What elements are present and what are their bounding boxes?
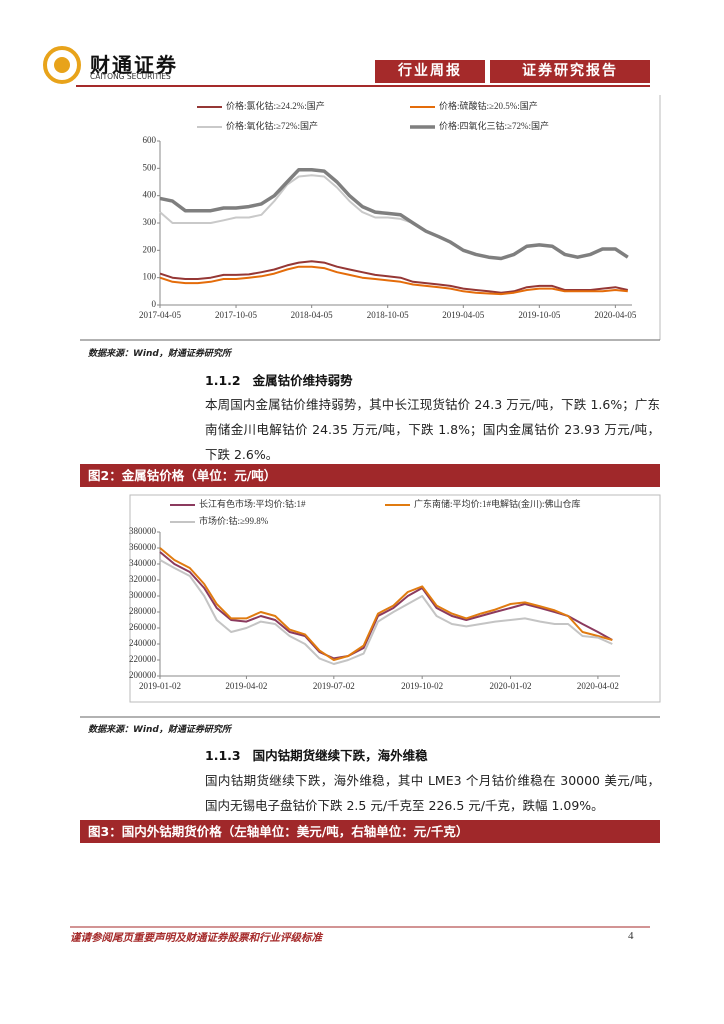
x-tick-label: 2018-04-05 [291, 310, 333, 320]
legend-label: 广东南储:平均价:1#电解钴(金川):佛山仓库 [414, 498, 581, 509]
x-tick-label: 2020-04-02 [577, 681, 619, 691]
series-line [159, 260, 629, 294]
legend-label: 价格:氧化钴:≥72%:国产 [226, 120, 318, 131]
y-tick-label: 100 [143, 272, 157, 282]
x-tick-label: 2017-04-05 [139, 310, 181, 320]
x-tick-label: 2020-01-02 [490, 681, 532, 691]
source: 数据来源：Wind，财通证券研究所 [88, 725, 231, 735]
brand: 财通证券 [90, 53, 178, 77]
y-tick-label: 600 [143, 135, 157, 145]
section-heading: 1.1.3 国内钴期货继续下跌，海外维稳 [205, 745, 440, 764]
x-tick-label: 2019-10-05 [518, 310, 560, 320]
y-tick-label: 500 [143, 162, 157, 172]
series-line [159, 547, 613, 661]
series-line [159, 265, 628, 296]
y-tick-label: 200 [143, 244, 157, 254]
y-tick-label: 400 [143, 190, 157, 200]
series-line [159, 551, 613, 660]
y-tick-label: 300000 [129, 590, 157, 600]
x-tick-label: 2020-04-05 [594, 310, 636, 320]
x-tick-label: 2019-10-02 [401, 681, 443, 691]
legend-label: 价格:四氧化三钴:≥72%:国产 [439, 120, 549, 131]
source: 数据来源：Wind，财通证券研究所 [88, 349, 231, 359]
logo-core [54, 57, 70, 73]
y-tick-label: 200000 [129, 670, 157, 680]
y-tick-label: 240000 [129, 638, 157, 648]
y-tick-label: 300 [143, 217, 157, 227]
report-tag: 证券研究报告 [490, 60, 650, 83]
y-tick-label: 220000 [129, 654, 157, 664]
y-tick-label: 360000 [129, 542, 157, 552]
paragraph: 国内钴期货继续下跌，海外维稳，其中 LME3 个月钴价维稳在 30000 美元/… [205, 773, 660, 813]
x-tick-label: 2019-01-02 [139, 681, 181, 691]
logo-ring [43, 46, 81, 84]
y-tick-label: 380000 [129, 526, 157, 536]
x-tick-label: 2018-10-05 [367, 310, 409, 320]
legend-label: 价格:硫酸钴:≥20.5%:国产 [439, 100, 538, 111]
figure-caption: 图2：金属钴价格（单位：元/吨） [80, 464, 660, 487]
section-title: 金属钴价维持弱势 [252, 373, 353, 388]
chart-frame [129, 494, 661, 703]
section-heading: 1.1.2 金属钴价维持弱势 [205, 370, 365, 389]
x-tick-label: 2019-04-02 [225, 681, 267, 691]
series-line [159, 167, 629, 261]
section-number: 1.1.2 [205, 373, 241, 388]
y-tick-label: 320000 [129, 574, 157, 584]
figure-caption: 图3：国内外钴期货价格（左轴单位：美元/吨，右轴单位：元/千克） [80, 820, 660, 843]
disclaimer: 谨请参阅尾页重要声明及财通证券股票和行业评级标准 [70, 932, 322, 944]
x-tick-label: 2019-04-05 [442, 310, 484, 320]
section-number: 1.1.3 [205, 748, 241, 763]
x-tick-label: 2017-10-05 [215, 310, 257, 320]
series-line [159, 174, 629, 260]
y-tick-label: 280000 [129, 606, 157, 616]
x-tick-label: 2019-07-02 [313, 681, 355, 691]
report-tag: 行业周报 [375, 60, 485, 83]
section-title: 国内钴期货继续下跌，海外维稳 [252, 748, 428, 763]
y-tick-label: 0 [152, 299, 157, 309]
page-number: 4 [628, 930, 634, 942]
legend-label: 长江有色市场:平均价:钴:1# [199, 498, 306, 509]
legend-label: 价格:氯化钴:≥24.2%:国产 [226, 100, 325, 111]
series-line [159, 559, 613, 665]
y-tick-label: 260000 [129, 622, 157, 632]
y-tick-label: 340000 [129, 558, 157, 568]
brand-en: CAITONG SECURITIES [90, 72, 171, 81]
paragraph: 本周国内金属钴价维持弱势，其中长江现货钴价 24.3 万元/吨，下跌 1.6%；… [205, 397, 660, 462]
legend-label: 市场价:钴:≥99.8% [199, 515, 269, 526]
